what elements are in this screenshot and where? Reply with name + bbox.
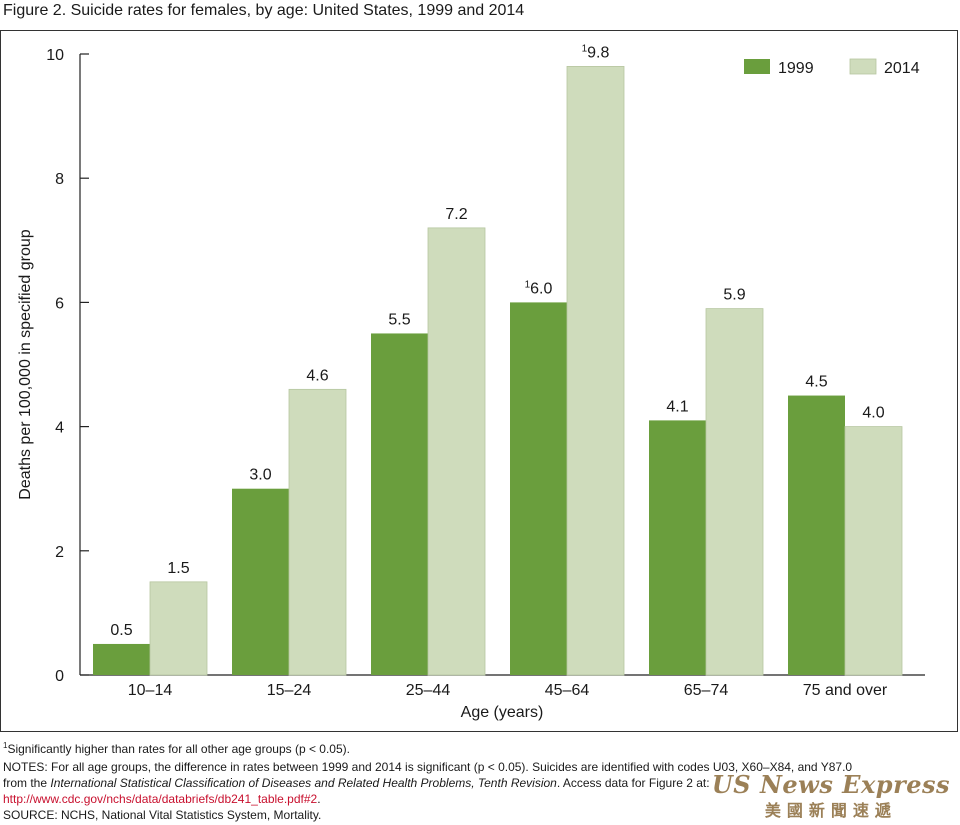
data-label-1999-1: 3.0 (249, 467, 271, 484)
notes-line-2-post: . Access data for Figure 2 at: (557, 776, 710, 790)
data-label-2014-0: 1.5 (167, 560, 189, 577)
bar-1999-3 (510, 302, 567, 675)
bar-1999-1 (232, 489, 289, 675)
x-category-label-0: 10–14 (128, 682, 173, 699)
data-label-value: 9.8 (587, 44, 609, 61)
x-category-label-1: 15–24 (267, 682, 312, 699)
y-tick-label-2: 4 (55, 420, 64, 437)
bar-2014-5 (845, 427, 902, 675)
figure-title: Figure 2. Suicide rates for females, by … (3, 2, 524, 20)
data-label-1999-2: 5.5 (388, 311, 410, 328)
bar-2014-4 (706, 309, 763, 675)
x-category-label-5: 75 and over (803, 682, 888, 699)
data-label-2014-2: 7.2 (445, 206, 467, 223)
x-category-label-2: 25–44 (406, 682, 451, 699)
notes-line-2-classification: International Statistical Classification… (50, 776, 556, 790)
bar-1999-5 (788, 396, 845, 675)
bar-2014-3 (567, 66, 624, 675)
data-label-1999-4: 4.1 (666, 398, 688, 415)
data-label-value: 6.0 (530, 280, 552, 297)
bar-2014-1 (289, 389, 346, 675)
notes-line-3: http://www.cdc.gov/nchs/data/databriefs/… (3, 792, 321, 807)
data-label-1999-5: 4.5 (805, 374, 827, 391)
bar-2014-0 (150, 582, 207, 675)
notes-line-2-pre: from the (3, 776, 50, 790)
legend-swatch-1999 (744, 59, 770, 74)
source-line: SOURCE: NCHS, National Vital Statistics … (3, 808, 321, 823)
footnote-significance-text: Significantly higher than rates for all … (7, 742, 350, 756)
watermark-main: US News Express (712, 770, 950, 799)
y-axis-label: Deaths per 100,000 in specified group (17, 229, 34, 500)
watermark-logo: US News Express 美國新聞速遞 (712, 770, 950, 821)
bar-1999-0 (93, 644, 150, 675)
y-tick-label-3: 6 (55, 295, 64, 312)
bar-1999-4 (649, 420, 706, 675)
x-category-label-4: 65–74 (684, 682, 729, 699)
x-category-label-3: 45–64 (545, 682, 590, 699)
data-label-1999-3: 16.0 (525, 279, 553, 297)
y-tick-label-5: 10 (46, 47, 64, 64)
y-tick-label-4: 8 (55, 171, 64, 188)
bar-chart: 0 2 4 6 8 10 Deaths per 100,000 in specified g… (0, 30, 958, 732)
notes-line-2: from the International Statistical Class… (3, 776, 710, 791)
x-axis-label: Age (years) (461, 704, 544, 721)
bar-1999-2 (371, 333, 428, 675)
watermark-sub: 美國新聞速遞 (712, 797, 950, 821)
data-link-tail: . (317, 792, 320, 806)
y-tick-label-0: 0 (55, 668, 64, 685)
data-label-2014-1: 4.6 (306, 367, 328, 384)
data-label-2014-5: 4.0 (862, 405, 884, 422)
bar-2014-2 (428, 228, 485, 675)
y-tick-label-1: 2 (55, 544, 64, 561)
footnote-significance: 1Significantly higher than rates for all… (3, 742, 350, 757)
data-label-2014-4: 5.9 (723, 287, 745, 304)
legend-label-1999: 1999 (778, 60, 814, 77)
data-label-1999-0: 0.5 (110, 622, 132, 639)
data-link[interactable]: http://www.cdc.gov/nchs/data/databriefs/… (3, 792, 317, 806)
legend-swatch-2014 (850, 59, 876, 74)
data-label-2014-3: 19.8 (582, 43, 610, 61)
legend-label-2014: 2014 (884, 60, 920, 77)
